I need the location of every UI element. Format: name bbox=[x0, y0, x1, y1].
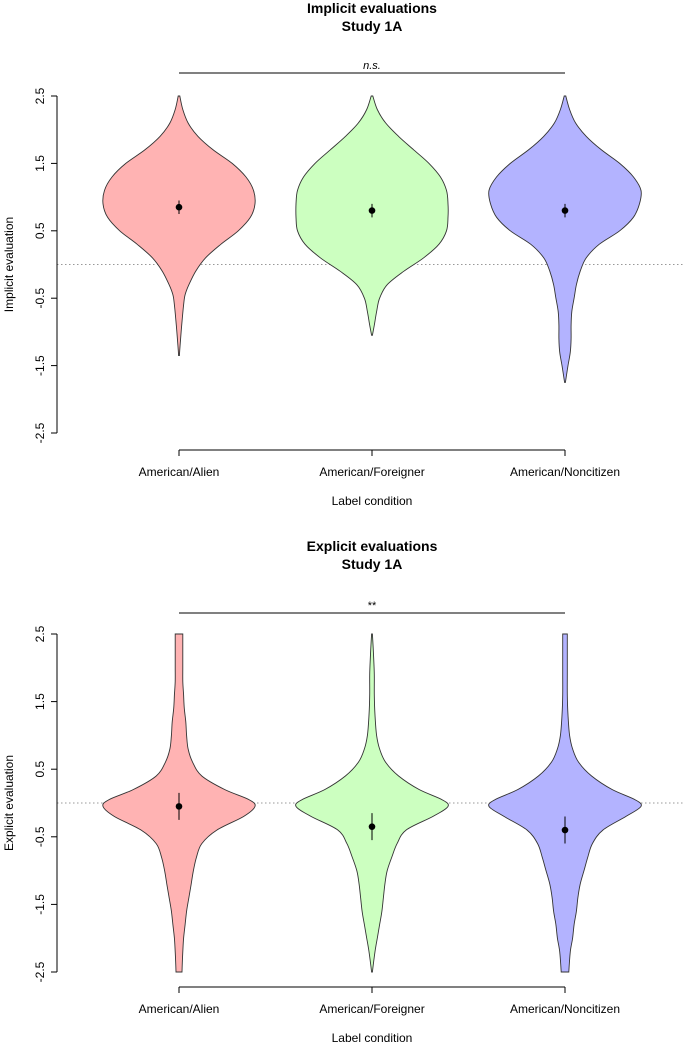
y-tick-label: -1.5 bbox=[33, 355, 47, 376]
mean-point-american-foreigner bbox=[368, 823, 376, 830]
mean-point-american-foreigner bbox=[368, 207, 376, 214]
y-tick-label: -2.5 bbox=[33, 961, 47, 982]
chart-subtitle: Study 1A bbox=[342, 18, 403, 34]
significance-label: n.s. bbox=[363, 60, 381, 72]
y-tick-label: 0.5 bbox=[33, 222, 47, 239]
mean-point-american-alien bbox=[175, 803, 183, 810]
violin-american-noncitizen bbox=[488, 633, 642, 973]
y-axis-label: Explicit evaluation bbox=[2, 755, 16, 851]
implicit-evaluations-chart: Implicit evaluations Study 1A n.s. 2.5 1.5 0.… bbox=[2, 0, 685, 508]
x-tick-label-american-foreigner: American/Foreigner bbox=[319, 1002, 424, 1016]
x-axis-label: Label condition bbox=[332, 1031, 413, 1045]
x-tick-label-american-noncitizen: American/Noncitizen bbox=[510, 1002, 620, 1016]
y-tick-label: 1.5 bbox=[33, 155, 47, 172]
x-tick-label-american-alien: American/Alien bbox=[139, 1002, 220, 1016]
mean-point-american-alien bbox=[175, 203, 183, 211]
significance-label: ** bbox=[368, 600, 377, 612]
x-axis-label: Label condition bbox=[332, 494, 413, 508]
explicit-evaluations-chart: Explicit evaluations Study 1A ** 2.5 1.5 0.5 -… bbox=[2, 538, 685, 1045]
y-tick-label: -2.5 bbox=[33, 422, 47, 443]
y-tick-label: -0.5 bbox=[33, 826, 47, 847]
y-tick-label: 2.5 bbox=[33, 625, 47, 642]
violin-american-noncitizen bbox=[488, 95, 642, 383]
violin-american-alien bbox=[102, 95, 256, 356]
y-tick-label: 1.5 bbox=[33, 693, 47, 710]
x-tick-label-american-alien: American/Alien bbox=[139, 465, 220, 479]
y-tick-label: -1.5 bbox=[33, 894, 47, 915]
violin-american-foreigner bbox=[295, 633, 449, 973]
mean-point-american-noncitizen bbox=[561, 826, 569, 834]
y-axis-label: Implicit evaluation bbox=[2, 217, 16, 312]
chart-subtitle: Study 1A bbox=[342, 556, 403, 572]
mean-point-american-noncitizen bbox=[561, 207, 569, 214]
chart-title: Implicit evaluations bbox=[307, 0, 437, 16]
chart-title: Explicit evaluations bbox=[307, 538, 438, 554]
x-tick-label-american-foreigner: American/Foreigner bbox=[319, 465, 424, 479]
y-tick-label: -0.5 bbox=[33, 288, 47, 309]
y-tick-label: 2.5 bbox=[33, 87, 47, 104]
x-tick-label-american-noncitizen: American/Noncitizen bbox=[510, 465, 620, 479]
y-tick-label: 0.5 bbox=[33, 761, 47, 778]
